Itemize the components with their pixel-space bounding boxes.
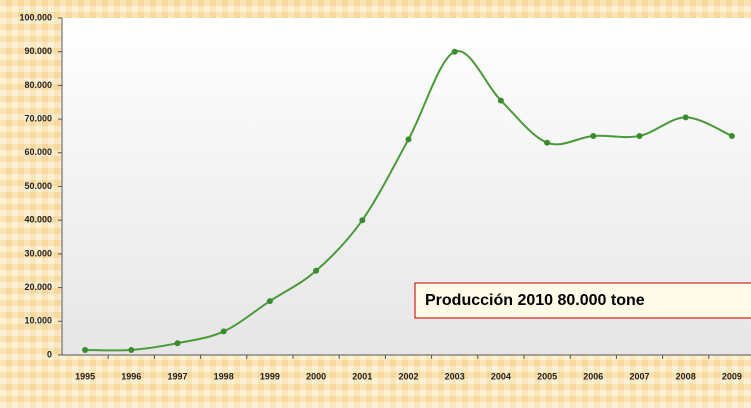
y-tick-label: 30.000 — [24, 248, 52, 258]
x-tick-label: 2000 — [306, 371, 326, 381]
x-tick-label: 1996 — [121, 371, 141, 381]
y-tick-label: 50.000 — [24, 181, 52, 191]
x-tick-label: 1997 — [167, 371, 187, 381]
point — [405, 136, 412, 143]
y-tick-label: 90.000 — [24, 46, 52, 56]
y-tick-label: 0 — [47, 349, 52, 359]
x-tick-label: 2009 — [722, 371, 742, 381]
x-tick-label: 2002 — [398, 371, 418, 381]
point — [266, 298, 273, 305]
point — [728, 132, 735, 139]
x-tick-label: 1995 — [75, 371, 95, 381]
point — [544, 139, 551, 146]
point — [220, 328, 227, 335]
x-tick-label: 2006 — [583, 371, 603, 381]
y-tick-label: 70.000 — [24, 113, 52, 123]
y-tick-label: 60.000 — [24, 147, 52, 157]
y-tick-label: 100.000 — [19, 12, 52, 22]
y-tick-label: 20.000 — [24, 282, 52, 292]
y-tick-label: 10.000 — [24, 316, 52, 326]
point — [128, 346, 135, 353]
x-tick-label: 1998 — [214, 371, 234, 381]
point — [313, 267, 320, 274]
x-tick-label: 2004 — [491, 371, 511, 381]
point — [636, 132, 643, 139]
x-tick-label: 2005 — [537, 371, 557, 381]
x-tick-label: 2008 — [676, 371, 696, 381]
point — [451, 48, 458, 55]
x-tick-label: 1999 — [260, 371, 280, 381]
point — [497, 97, 504, 104]
x-tick-label: 2007 — [629, 371, 649, 381]
y-tick-label: 40.000 — [24, 215, 52, 225]
point — [590, 132, 597, 139]
point — [682, 114, 689, 121]
point — [82, 346, 89, 353]
x-tick-label: 2001 — [352, 371, 372, 381]
x-tick-label: 2003 — [445, 371, 465, 381]
line — [85, 50, 733, 352]
point — [359, 217, 366, 224]
y-tick-label: 80.000 — [24, 80, 52, 90]
annotation-box — [414, 282, 751, 319]
point — [174, 340, 181, 347]
annotation: Producción 2010 80.000 tone — [414, 282, 751, 319]
annotation-text: Producción 2010 80.000 tone — [425, 292, 645, 309]
